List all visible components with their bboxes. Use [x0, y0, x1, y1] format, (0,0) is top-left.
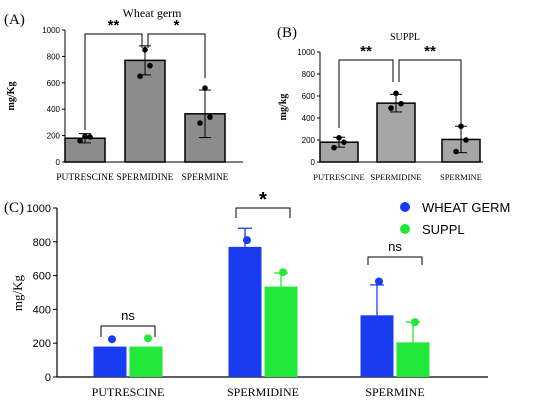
bar-suppl-putrescine: [129, 346, 163, 377]
data-point: [341, 139, 347, 145]
panel-label: (C): [4, 200, 24, 216]
significance-bracket: [367, 256, 423, 265]
bar-spermidine: [124, 59, 166, 163]
data-point: [87, 134, 93, 140]
data-point: [82, 133, 88, 140]
legend-marker: [400, 224, 410, 234]
panel-a: (A) Wheat germ mg/Kg 0 200 400 600 800 1000 PUTRE…: [4, 6, 243, 183]
significance-bracket: [100, 325, 156, 337]
data-point: [388, 105, 394, 111]
data-point: [393, 90, 399, 97]
y-tick-label: 800: [33, 237, 51, 249]
significance-label: **: [108, 17, 120, 34]
x-tick-label: SPERMIDINE: [370, 172, 421, 182]
data-point: [375, 277, 383, 286]
y-tick-label: 400: [47, 105, 61, 114]
bar-wheat-germ-spermine: [360, 315, 394, 377]
significance-label: *: [259, 189, 267, 211]
significance-label: *: [174, 17, 180, 34]
significance-label: **: [424, 43, 436, 60]
y-tick-label: 200: [33, 338, 51, 350]
data-point: [197, 120, 203, 126]
data-point: [142, 47, 148, 53]
x-tick-label: SPERMINE: [182, 173, 229, 183]
panel-c: (C) mg/Kg 0 200 400 600 800 1000 PUTRESCINE SPERM…: [4, 189, 510, 399]
data-point: [144, 334, 152, 343]
data-point: [77, 138, 83, 144]
significance-label: ns: [388, 239, 402, 254]
x-tick-label: SPERMIDINE: [116, 173, 173, 183]
y-tick-label: 0: [56, 158, 61, 167]
y-tick-label: 600: [47, 79, 61, 88]
data-point: [147, 62, 153, 69]
x-tick-label: PUTRESCINE: [313, 172, 364, 182]
y-tick-label: 600: [302, 92, 316, 101]
data-point: [207, 114, 213, 120]
y-tick-label: 800: [302, 70, 316, 79]
significance-label: **: [360, 43, 372, 60]
data-point: [108, 335, 116, 344]
data-point: [336, 135, 342, 141]
y-tick-label: 1000: [42, 26, 60, 35]
x-tick-label: PUTRESCINE: [56, 173, 114, 183]
legend-label: SUPPL: [422, 222, 465, 237]
panel-label: (B): [277, 25, 297, 41]
y-axis-label: mg/Kg: [6, 82, 17, 111]
chart-title: SUPPL: [390, 32, 420, 43]
y-tick-label: 400: [302, 114, 316, 123]
legend-label: WHEAT GERM: [422, 200, 510, 215]
y-tick-label: 200: [47, 132, 61, 141]
significance-bracket: [235, 207, 291, 218]
data-point: [331, 144, 337, 151]
y-axis-label: mg/kg: [278, 94, 289, 121]
significance-bracket: [84, 33, 143, 130]
bar-suppl-spermine: [396, 342, 430, 377]
data-point: [202, 85, 208, 91]
significance-bracket: [398, 59, 462, 128]
data-point: [398, 100, 404, 107]
data-point: [463, 137, 469, 143]
y-tick-label: 1000: [27, 203, 51, 215]
y-tick-label: 600: [33, 271, 51, 283]
data-point: [243, 236, 251, 245]
chart-title: Wheat germ: [123, 6, 183, 20]
significance-bracket: [147, 33, 206, 78]
legend-marker: [400, 202, 410, 212]
x-tick-label: SPERMINE: [440, 172, 482, 182]
bar-suppl-spermidine: [264, 286, 298, 377]
x-tick-label: SPERMIDINE: [227, 385, 299, 399]
bar-wheat-germ-putrescine: [93, 346, 127, 377]
data-point: [411, 318, 419, 327]
panel-label: (A): [4, 12, 25, 28]
x-tick-label: PUTRESCINE: [92, 385, 165, 399]
panel-b: (B) SUPPL mg/kg 0 200 400 600 800 1000 PUTRESCINE…: [277, 25, 483, 182]
y-tick-label: 200: [302, 136, 316, 145]
data-point: [279, 268, 287, 277]
bar-wheat-germ-spermidine: [228, 246, 262, 377]
y-tick-label: 400: [33, 304, 51, 316]
y-tick-label: 0: [311, 158, 316, 167]
y-tick-label: 800: [47, 52, 61, 61]
data-point: [453, 148, 459, 155]
x-tick-label: SPERMINE: [365, 385, 424, 399]
significance-bracket: [338, 59, 394, 128]
y-axis-label: mg/Kg: [10, 274, 25, 311]
y-tick-label: 0: [45, 372, 51, 384]
significance-label: ns: [121, 308, 135, 323]
data-point: [137, 73, 143, 79]
y-tick-label: 1000: [297, 48, 315, 57]
